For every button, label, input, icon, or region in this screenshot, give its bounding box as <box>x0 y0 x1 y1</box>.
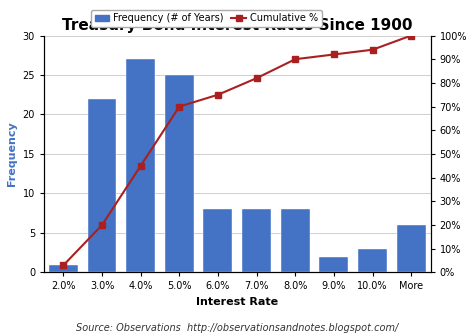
Bar <box>281 209 310 273</box>
Bar <box>165 75 194 273</box>
Title: Treasury Bond Interest Rates Since 1900: Treasury Bond Interest Rates Since 1900 <box>62 18 412 33</box>
Bar <box>319 257 348 273</box>
Bar <box>358 249 387 273</box>
X-axis label: Interest Rate: Interest Rate <box>196 297 278 307</box>
Bar <box>203 209 232 273</box>
Text: Source: Observations  http://observationsandnotes.blogspot.com/: Source: Observations http://observations… <box>76 323 398 333</box>
Legend: Frequency (# of Years), Cumulative %: Frequency (# of Years), Cumulative % <box>91 10 322 27</box>
Bar <box>49 265 78 273</box>
Bar <box>126 59 155 273</box>
Bar <box>88 99 117 273</box>
Bar <box>242 209 271 273</box>
Bar <box>397 225 426 273</box>
Y-axis label: Frequency: Frequency <box>7 122 17 186</box>
